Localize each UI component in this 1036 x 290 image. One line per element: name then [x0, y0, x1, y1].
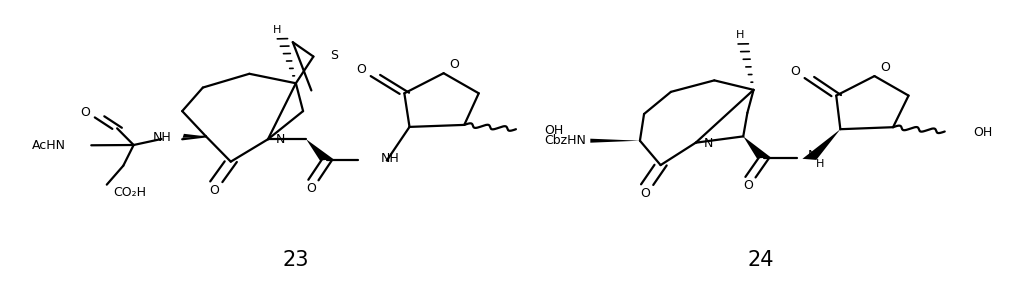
Text: NH: NH — [380, 152, 399, 165]
Text: NH: NH — [153, 131, 172, 144]
Text: O: O — [356, 63, 366, 76]
Polygon shape — [743, 136, 771, 158]
Text: OH: OH — [544, 124, 564, 137]
Polygon shape — [182, 134, 206, 138]
Text: AcHN: AcHN — [31, 139, 65, 152]
Text: N: N — [276, 133, 285, 146]
Text: N: N — [703, 137, 713, 150]
Text: S: S — [330, 49, 338, 61]
Polygon shape — [803, 129, 840, 160]
Text: 23: 23 — [283, 250, 309, 270]
Text: O: O — [790, 65, 800, 78]
Text: N: N — [807, 149, 816, 162]
Text: H: H — [274, 25, 282, 35]
Text: CbzHN: CbzHN — [544, 134, 586, 147]
Text: O: O — [744, 179, 753, 192]
Text: O: O — [307, 182, 316, 195]
Text: O: O — [640, 187, 650, 200]
Polygon shape — [591, 139, 640, 143]
Text: H: H — [815, 159, 824, 169]
Text: CO₂H: CO₂H — [113, 186, 146, 199]
Text: O: O — [880, 61, 890, 74]
Polygon shape — [307, 139, 334, 160]
Text: O: O — [449, 58, 459, 71]
Text: 24: 24 — [748, 250, 774, 270]
Text: O: O — [209, 184, 220, 197]
Text: H: H — [736, 30, 744, 40]
Text: OH: OH — [974, 126, 992, 139]
Text: O: O — [80, 106, 90, 119]
